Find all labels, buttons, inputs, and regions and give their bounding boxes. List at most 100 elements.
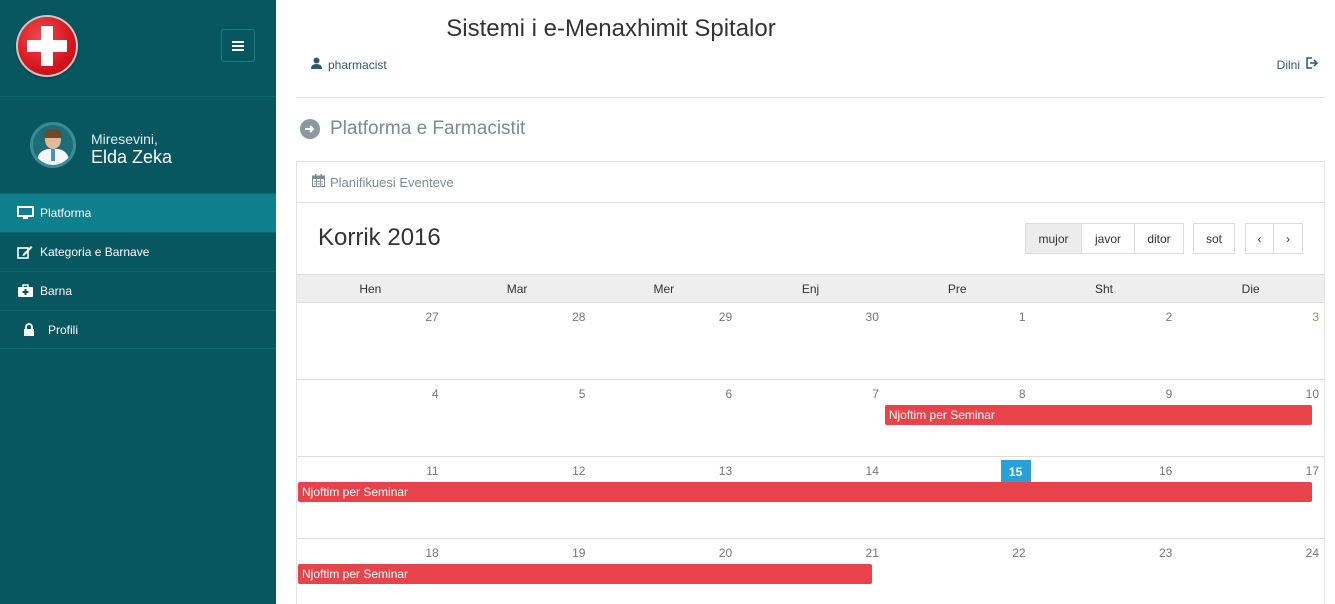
avatar xyxy=(30,122,76,168)
user-name: Elda Zeka xyxy=(91,147,173,167)
calendar-grid: Hen Mar Mer Enj Pre Sht Die 27 28 29 30 1 2 3 4… xyxy=(297,274,1324,604)
calendar-week-row: 4 5 6 7 8 9 10 Njoftim per Seminar xyxy=(297,380,1324,457)
calendar-day-cell[interactable]: 7 xyxy=(737,380,884,456)
sidebar: Miresevini, Elda Zeka Platforma Kategori… xyxy=(0,0,276,604)
sidebar-item-platforma[interactable]: Platforma xyxy=(0,193,276,232)
day-number: 22 xyxy=(1012,546,1026,560)
calendar-day-cell[interactable]: 6 xyxy=(590,380,737,456)
calendar-day-cell[interactable]: 23 xyxy=(1031,539,1178,604)
today-button[interactable]: sot xyxy=(1193,223,1235,254)
calendar-day-cell[interactable]: 27 xyxy=(297,303,444,379)
calendar-day-cell[interactable]: 8 xyxy=(884,380,1031,456)
menu-toggle-button[interactable] xyxy=(221,29,255,62)
calendar-day-cell[interactable]: 24 xyxy=(1177,539,1324,604)
sidebar-item-label: Platforma xyxy=(40,206,92,220)
weekday-header: Mer xyxy=(653,281,675,296)
calendar-day-cell[interactable]: 5 xyxy=(444,380,591,456)
user-profile: Miresevini, Elda Zeka xyxy=(0,97,276,193)
hospital-cross-logo[interactable] xyxy=(16,15,78,77)
day-number: 7 xyxy=(872,387,879,401)
weekday-header-row: Hen Mar Mer Enj Pre Sht Die xyxy=(297,274,1324,303)
view-month-button[interactable]: mujor xyxy=(1025,223,1082,254)
main-content: Sistemi i e-Menaxhimit Spitalor pharmaci… xyxy=(276,0,1335,604)
view-week-button[interactable]: javor xyxy=(1082,223,1135,254)
day-number: 28 xyxy=(572,310,586,324)
page-title: Platforma e Farmacistit xyxy=(300,118,525,140)
weekday-header: Pre xyxy=(947,281,967,296)
calendar-icon xyxy=(312,174,325,190)
logout-link[interactable]: Dilni xyxy=(1276,57,1319,72)
sidebar-item-kategoria[interactable]: Kategoria e Barnave xyxy=(0,232,276,271)
day-number: 2 xyxy=(1165,310,1173,324)
calendar-day-cell[interactable]: 18 xyxy=(297,539,444,604)
day-number: 4 xyxy=(432,387,439,401)
user-link-label: pharmacist xyxy=(328,57,387,72)
event-scheduler-panel: Planifikuesi Eventeve Korrik 2016 mujor … xyxy=(296,161,1325,604)
calendar-day-cell[interactable]: 10 xyxy=(1177,380,1324,456)
calendar-day-cell[interactable]: 3 xyxy=(1177,303,1324,379)
calendar-day-cell[interactable]: 20 xyxy=(590,539,737,604)
day-number: 29 xyxy=(718,310,733,324)
calendar-day-cell[interactable]: 29 xyxy=(590,303,737,379)
day-number: 1 xyxy=(1018,310,1026,324)
today-group: sot xyxy=(1193,223,1235,254)
sidebar-item-barna[interactable]: Barna xyxy=(0,271,276,310)
lock-icon xyxy=(20,322,38,337)
calendar-day-cell[interactable]: 21 xyxy=(737,539,884,604)
calendar-day-cell[interactable]: 13 xyxy=(590,457,737,538)
view-day-button[interactable]: ditor xyxy=(1135,223,1184,254)
calendar-day-cell[interactable]: 30 xyxy=(737,303,884,379)
prev-month-button[interactable]: ‹ xyxy=(1245,223,1274,254)
calendar-day-cell[interactable]: 19 xyxy=(444,539,591,604)
user-icon xyxy=(311,57,322,72)
calendar-day-cell[interactable]: 11 xyxy=(297,457,444,538)
day-number: 27 xyxy=(425,310,439,324)
edit-icon xyxy=(16,245,34,259)
day-number: 12 xyxy=(572,464,586,478)
weekday-header: Mar xyxy=(506,281,528,296)
calendar-day-cell[interactable]: 28 xyxy=(444,303,591,379)
day-number: 16 xyxy=(1158,464,1173,478)
calendar-day-cell[interactable]: 16 xyxy=(1031,457,1178,538)
desktop-icon xyxy=(16,206,34,220)
day-number: 13 xyxy=(718,464,733,478)
calendar-event[interactable]: Njoftim per Seminar xyxy=(298,564,872,584)
day-number: 9 xyxy=(1165,387,1173,401)
sidebar-item-label: Kategoria e Barnave xyxy=(40,245,150,259)
weekday-header: Enj xyxy=(801,281,820,296)
day-number: 5 xyxy=(578,387,586,401)
calendar-day-cell[interactable]: 2 xyxy=(1031,303,1178,379)
day-number: 21 xyxy=(865,546,879,560)
day-number: 20 xyxy=(718,546,733,560)
calendar-day-cell[interactable]: 22 xyxy=(884,539,1031,604)
calendar-day-cell[interactable]: 9 xyxy=(1031,380,1178,456)
weekday-header: Die xyxy=(1241,281,1260,296)
day-number: 10 xyxy=(1305,387,1320,401)
calendar-day-cell[interactable]: 4 xyxy=(297,380,444,456)
view-switcher: mujor javor ditor xyxy=(1025,223,1184,254)
day-number: 24 xyxy=(1305,546,1320,560)
weekday-header: Sht xyxy=(1094,281,1113,296)
page-title-text: Platforma e Farmacistit xyxy=(330,118,526,139)
next-month-button[interactable]: › xyxy=(1274,223,1303,254)
calendar-day-cell[interactable]: 17 xyxy=(1177,457,1324,538)
sidebar-item-profili[interactable]: Profili xyxy=(0,310,276,349)
calendar-event[interactable]: Njoftim per Seminar xyxy=(298,482,1312,502)
day-number: 19 xyxy=(572,546,586,560)
calendar-week-row: 27 28 29 30 1 2 3 xyxy=(297,303,1324,380)
day-number: 18 xyxy=(425,546,439,560)
calendar-day-cell[interactable]: 14 xyxy=(737,457,884,538)
day-number: 3 xyxy=(1312,310,1320,324)
calendar-week-row: 18 19 20 21 22 23 24 Njoftim per Seminar xyxy=(297,539,1324,604)
day-number: 8 xyxy=(1018,387,1026,401)
user-menu-link[interactable]: pharmacist xyxy=(311,57,387,72)
logo-area xyxy=(0,0,276,97)
calendar-day-cell[interactable]: 1 xyxy=(884,303,1031,379)
circle-arrow-right-icon xyxy=(300,119,320,139)
calendar-day-cell[interactable]: 12 xyxy=(444,457,591,538)
calendar-day-cell[interactable]: 15 xyxy=(884,457,1031,538)
logout-label: Dilni xyxy=(1276,57,1300,72)
calendar-event[interactable]: Njoftim per Seminar xyxy=(884,405,1312,425)
panel-heading: Planifikuesi Eventeve xyxy=(297,162,1324,203)
sidebar-item-label: Profili xyxy=(48,322,79,337)
